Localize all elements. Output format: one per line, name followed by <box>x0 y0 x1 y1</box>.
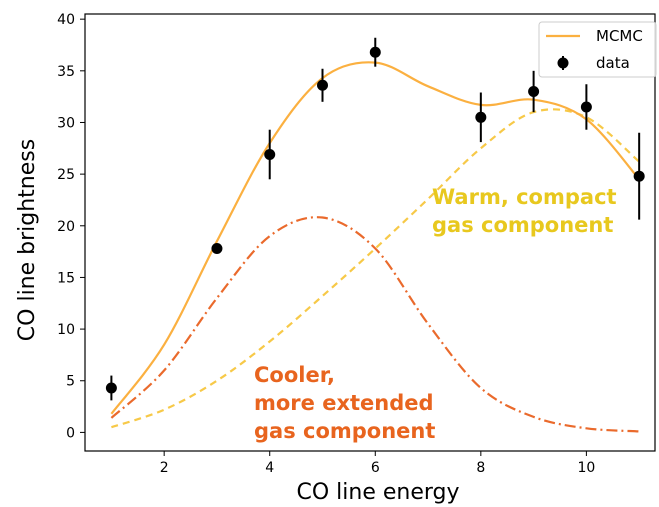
legend-data-marker <box>557 57 569 69</box>
x-axis-label: CO line energy <box>296 480 459 505</box>
data-point <box>633 170 645 182</box>
legend-mcmc-label: MCMC <box>596 27 643 45</box>
mcmc-curve <box>110 61 641 415</box>
data-point <box>475 111 487 123</box>
y-tick-label: 0 <box>66 425 75 441</box>
annotation-cool-line-3: gas component <box>254 419 435 443</box>
y-tick-label: 5 <box>66 374 75 390</box>
y-tick-label: 40 <box>57 12 75 28</box>
y-tick-label: 10 <box>57 322 75 338</box>
y-tick-label: 30 <box>57 115 75 131</box>
annotation-warm-line-1: Warm, compact <box>432 185 617 209</box>
annotation-warm: Warm, compact gas component <box>432 185 624 237</box>
annotation-cool-line-2: more extended <box>254 391 434 415</box>
annotation-cool-line-1: Cooler, <box>254 363 335 387</box>
data-point <box>580 101 592 113</box>
annotation-cool: Cooler, more extended gas component <box>254 363 441 443</box>
data-point <box>264 149 276 161</box>
x-tick-label: 2 <box>160 460 169 476</box>
x-tick-label: 4 <box>265 460 274 476</box>
y-axis-label: CO line brightness <box>15 139 40 341</box>
data-point <box>369 46 381 58</box>
data-point <box>211 243 223 255</box>
y-tick-label: 15 <box>57 270 75 286</box>
annotation-warm-line-2: gas component <box>432 213 613 237</box>
warm-curve <box>111 108 640 429</box>
data-point <box>105 382 117 394</box>
y-tick-label: 25 <box>57 167 75 183</box>
x-tick-label: 10 <box>577 460 595 476</box>
legend: MCMC data <box>538 21 657 78</box>
data-point <box>528 85 540 97</box>
y-tick-label: 20 <box>57 219 75 235</box>
x-tick-label: 6 <box>371 460 380 476</box>
cool-curve <box>110 216 640 433</box>
data-point <box>317 79 328 91</box>
plot-frame <box>84 13 656 452</box>
legend-data-label: data <box>596 54 630 72</box>
y-tick-label: 35 <box>57 64 75 80</box>
x-tick-label: 8 <box>476 460 485 476</box>
